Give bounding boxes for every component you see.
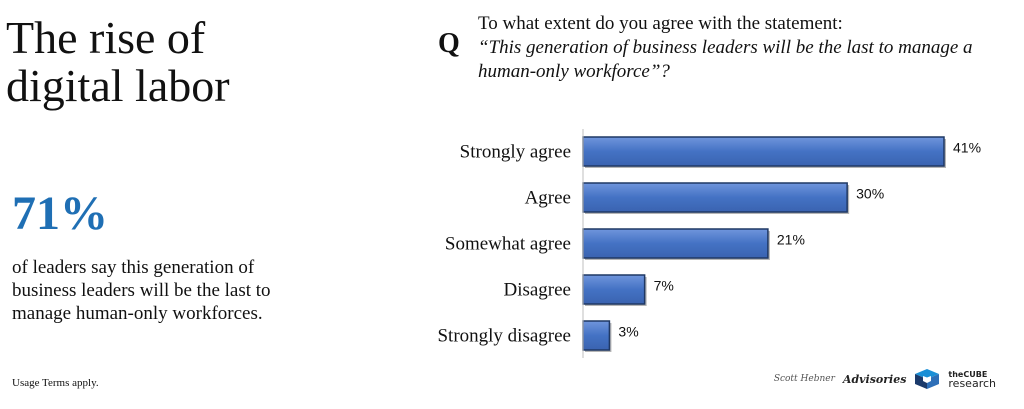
usage-terms: Usage Terms apply. (12, 377, 99, 389)
value-label: 41% (953, 140, 981, 156)
signature-logo: Scott Hebner (773, 374, 835, 384)
value-label: 30% (856, 186, 884, 202)
category-label: Strongly disagree (437, 326, 571, 347)
question-quote: “This generation of business leaders wil… (478, 37, 973, 82)
cube-logo-line-2: research (948, 377, 996, 390)
bar-disagree (582, 274, 646, 305)
cube-icon (915, 369, 940, 389)
value-label: 7% (654, 278, 674, 294)
bar-agree (582, 182, 848, 213)
category-label: Agree (525, 188, 571, 209)
value-label: 21% (777, 232, 805, 248)
category-label: Somewhat agree (445, 234, 571, 255)
advisories-logo: Advisories (842, 372, 907, 386)
question-letter: Q (438, 28, 460, 59)
question-text: To what extent do you agree with the sta… (478, 12, 998, 84)
page-title: The rise of digital labor (6, 14, 306, 110)
bar-strongly-disagree (582, 320, 611, 351)
question-line: To what extent do you agree with the sta… (478, 13, 843, 34)
footer-logos: Scott Hebner Advisories theCUBE research (774, 368, 996, 390)
title-line-1: The rise of (6, 12, 206, 63)
bar-strongly-agree (582, 136, 945, 167)
cube-logo-line-1: theCUBE (948, 370, 988, 379)
stat-value: 71% (12, 187, 108, 240)
title-line-2: digital labor (6, 60, 230, 111)
cube-logo-text: theCUBE research (948, 370, 996, 390)
category-label: Disagree (503, 280, 571, 301)
bar-somewhat-agree (582, 228, 769, 259)
category-label: Strongly agree (460, 142, 571, 163)
stat-description: of leaders say this generation of busine… (12, 257, 271, 324)
value-label: 3% (618, 324, 638, 340)
